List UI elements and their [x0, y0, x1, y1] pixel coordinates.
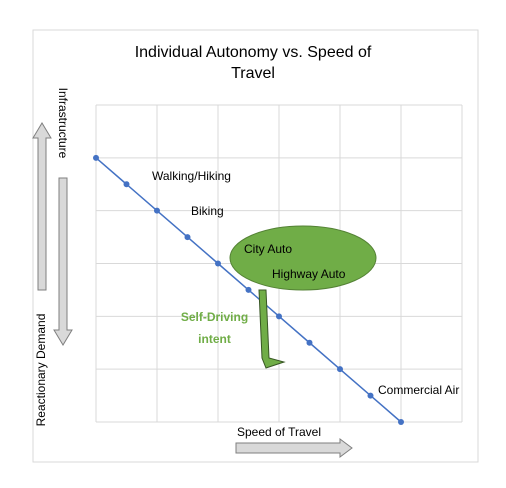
point: [215, 260, 221, 267]
point: [367, 392, 374, 399]
green-arrow: [258, 289, 286, 369]
annotation: City Auto: [244, 242, 293, 256]
annotation: Walking/Hiking: [152, 169, 231, 183]
point: [93, 154, 99, 161]
y-axis-label-top: Infrastructure: [56, 88, 70, 159]
point: [306, 339, 313, 346]
point: [276, 313, 282, 320]
auto-ellipse: [229, 225, 377, 291]
down-arrow: [53, 177, 73, 346]
point: [184, 234, 191, 241]
annotation: Highway Auto: [272, 267, 346, 281]
point: [337, 366, 343, 373]
annotation: Biking: [191, 204, 224, 218]
annotation: Self-Driving intent: [180, 310, 249, 346]
x-axis-label: Speed of Travel: [237, 425, 321, 439]
point: [123, 181, 130, 188]
chart-title: Individual Autonomy vs. Speed of Travel: [134, 44, 372, 82]
y-axis-label-bottom: Reactionary Demand: [34, 314, 48, 427]
x-arrow: [235, 438, 353, 458]
annotation: Commercial Air: [378, 383, 460, 397]
point: [398, 419, 404, 425]
point: [154, 207, 160, 214]
point: [245, 286, 252, 293]
up-arrow: [32, 122, 52, 291]
